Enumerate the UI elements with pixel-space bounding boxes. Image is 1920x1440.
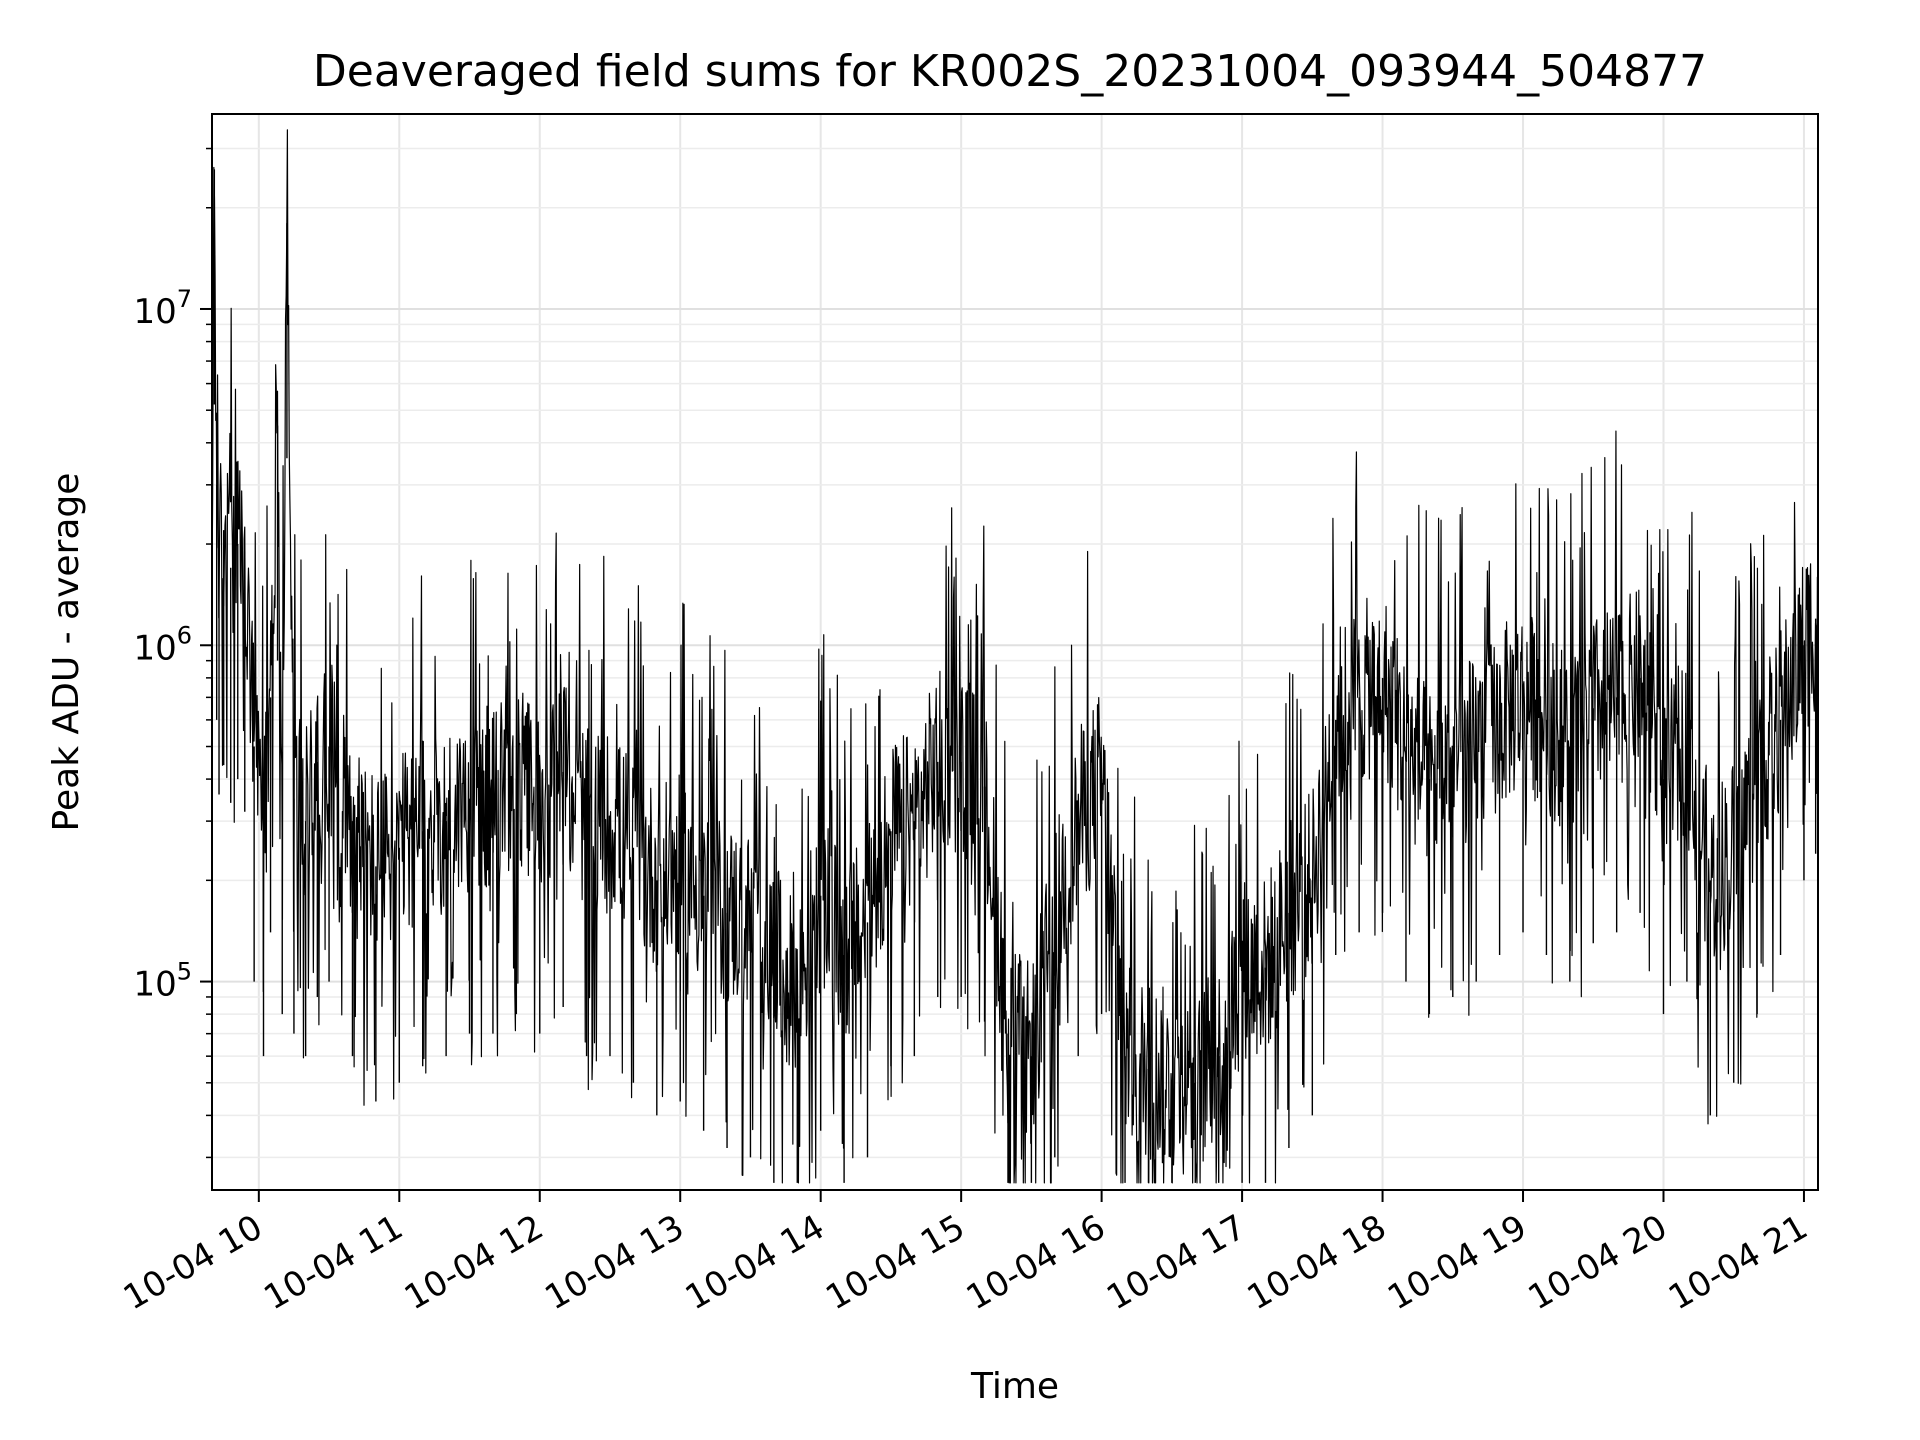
chart-title: Deaveraged field sums for KR002S_2023100… [313, 46, 1707, 97]
y-tick-label: 107 [133, 285, 192, 332]
series-line [211, 129, 1819, 1184]
y-tick-label: 106 [133, 621, 192, 668]
plot-area [211, 113, 1819, 1191]
series-points [211, 169, 1817, 1183]
line-layer [211, 129, 1819, 1184]
y-axis: 105 106 107 [133, 147, 212, 1159]
y-tick-label: 105 [133, 958, 192, 1005]
plot-frame [211, 113, 1819, 1191]
y-axis-label: Peak ADU - average [46, 473, 87, 832]
x-axis-label: Time [970, 1366, 1059, 1407]
